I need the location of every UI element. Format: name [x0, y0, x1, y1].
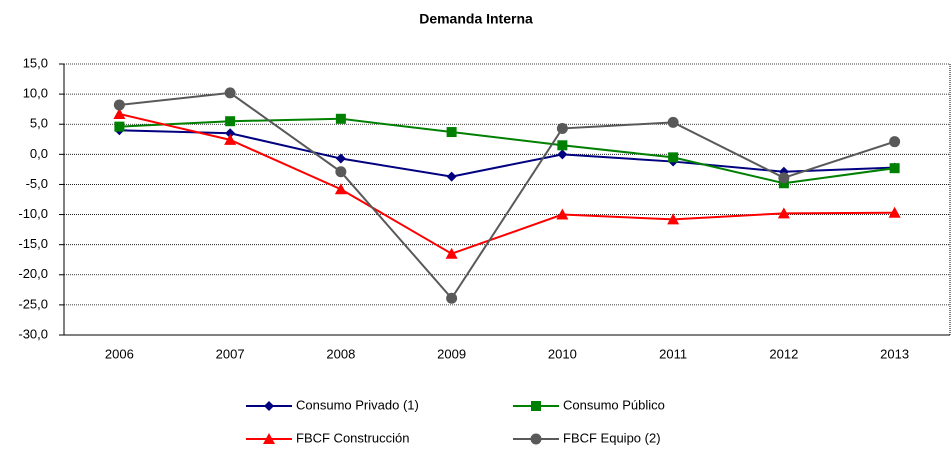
y-tick-label: -20,0 — [18, 266, 48, 281]
data-point — [889, 163, 900, 174]
x-tick-label: 2009 — [437, 346, 466, 361]
legend-label: Consumo Público — [563, 397, 665, 412]
y-tick-label: 10,0 — [23, 86, 48, 101]
data-point — [556, 208, 569, 220]
x-tick-label: 2011 — [659, 346, 687, 361]
y-tick-label: -10,0 — [18, 206, 48, 221]
y-tick-label: 15,0 — [23, 55, 48, 70]
y-tick-label: -25,0 — [18, 296, 48, 311]
data-point — [113, 99, 125, 111]
data-point — [335, 166, 347, 178]
data-point — [888, 206, 901, 218]
x-tick-label: 2012 — [769, 346, 798, 361]
data-point — [556, 122, 568, 134]
data-point — [445, 247, 458, 259]
legend-label: FBCF Equipo (2) — [563, 430, 661, 445]
data-point — [889, 136, 901, 148]
data-point — [113, 107, 126, 119]
data-point — [446, 292, 458, 304]
data-point — [335, 113, 346, 124]
x-tick-label: 2010 — [548, 346, 577, 361]
legend-marker — [264, 401, 274, 411]
x-tick-label: 2013 — [880, 346, 909, 361]
data-point — [225, 128, 236, 139]
y-tick-label: -5,0 — [26, 176, 48, 191]
data-point — [334, 183, 347, 195]
series-line — [119, 113, 895, 255]
data-point — [557, 149, 568, 160]
data-point — [667, 213, 680, 225]
data-point — [224, 87, 236, 99]
x-tick-label: 2007 — [216, 346, 245, 361]
legend-marker — [263, 433, 275, 444]
data-point — [225, 116, 236, 127]
legend-marker — [531, 401, 541, 411]
data-point — [224, 133, 237, 145]
data-point — [557, 140, 568, 151]
y-tick-label: 0,0 — [30, 146, 48, 161]
data-point — [668, 152, 679, 163]
y-tick-label: 5,0 — [30, 116, 48, 131]
data-point — [446, 127, 457, 138]
data-point — [446, 171, 457, 182]
series-line — [119, 129, 895, 178]
legend-label: Consumo Privado (1) — [296, 397, 419, 412]
data-point — [777, 207, 790, 219]
x-tick-label: 2006 — [105, 346, 134, 361]
legend-marker — [530, 433, 542, 445]
data-point — [667, 116, 679, 128]
x-tick-label: 2008 — [326, 346, 355, 361]
y-tick-label: -15,0 — [18, 236, 48, 251]
data-point — [114, 121, 125, 132]
data-point — [335, 153, 346, 164]
series-line — [119, 117, 895, 185]
y-tick-label: -30,0 — [18, 326, 48, 341]
legend-label: FBCF Construcción — [296, 430, 409, 445]
series-line — [119, 91, 895, 300]
data-point — [778, 172, 790, 184]
chart-title: Demanda Interna — [419, 11, 533, 27]
